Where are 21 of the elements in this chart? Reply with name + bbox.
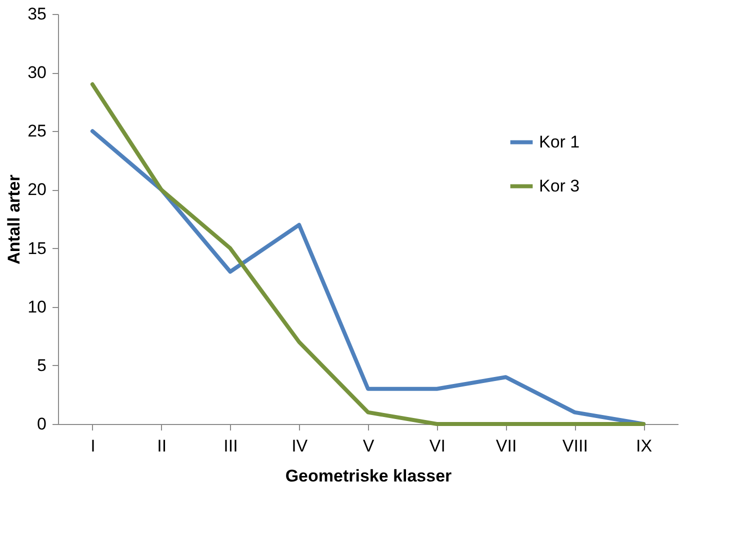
x-tick-label: IV bbox=[292, 436, 308, 456]
y-tick-label: 25 bbox=[28, 122, 46, 141]
x-tick-label: V bbox=[362, 436, 375, 456]
x-tick-label: III bbox=[224, 436, 238, 456]
x-tick-label: I bbox=[90, 436, 96, 456]
x-tick-label: VI bbox=[429, 436, 446, 456]
x-tick-label: IX bbox=[636, 436, 652, 456]
y-tick-label: 0 bbox=[37, 414, 46, 434]
y-tick-label: 30 bbox=[28, 63, 46, 82]
x-tick-label: II bbox=[157, 436, 167, 456]
y-tick-label: 10 bbox=[28, 297, 46, 316]
x-tick-label: VII bbox=[496, 436, 517, 456]
y-axis-title: Antall arter bbox=[4, 174, 24, 264]
x-axis-title: Geometriske klasser bbox=[285, 466, 452, 486]
y-tick-label: 35 bbox=[28, 4, 46, 24]
legend-label: Kor 1 bbox=[539, 132, 580, 152]
legend-label: Kor 3 bbox=[539, 176, 580, 196]
x-tick-label: VIII bbox=[562, 436, 588, 456]
y-tick-label: 20 bbox=[28, 180, 46, 200]
y-tick-label: 5 bbox=[37, 356, 46, 375]
y-tick-label: 15 bbox=[28, 238, 46, 258]
